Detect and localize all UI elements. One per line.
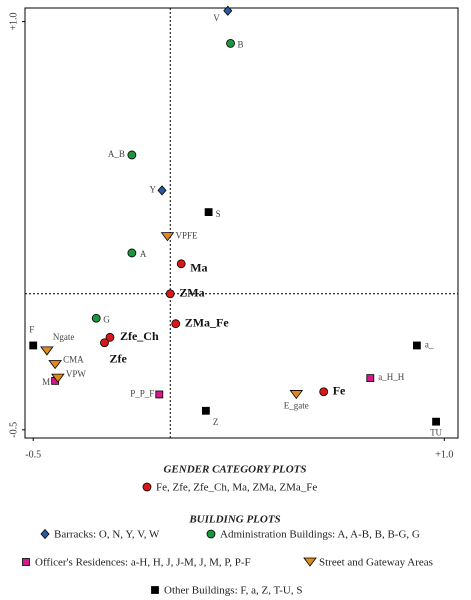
data-point [223,5,233,16]
legend-marker [151,586,159,594]
data-point [165,289,175,299]
legend-heading: GENDER CATEGORY PLOTS [163,464,306,476]
point-label: Zfe_Ch [120,329,159,343]
legend-marker [206,529,216,539]
point-label: Z [213,417,219,427]
data-point [155,390,164,399]
data-point [366,374,375,383]
plot-frame [24,7,459,439]
x-tick-label: -0.5 [25,449,41,460]
data-point [176,259,186,269]
point-label: VPFE [176,231,199,241]
data-point [40,346,54,356]
legend-label: Barracks: O, N, Y, V, W [54,529,160,541]
legend-heading: BUILDING PLOTS [188,514,280,526]
legend-label: Other Buildings: F, a, Z, T-U, S [164,585,302,597]
legend-marker [40,528,50,540]
point-label: M [42,377,50,387]
point-label: Ngate [53,332,75,342]
data-point [432,417,440,426]
point-label: a_ [425,340,434,350]
legend-marker [142,482,152,492]
data-point [204,208,213,217]
data-point [127,150,137,160]
data-point [100,338,109,348]
data-point [157,185,167,196]
data-point [319,387,329,397]
point-label: Y [150,184,157,194]
legend-label: Street and Gateway Areas [319,557,433,569]
point-label: Ma [190,261,207,275]
point-label: F [29,325,34,335]
y-tick-label: +1.0 [8,13,19,31]
point-label: P_P_F [130,389,154,399]
point-label: A [140,249,147,259]
legend-marker [303,557,317,567]
point-label: G [103,314,110,324]
data-point [201,406,210,415]
data-point [127,248,137,258]
data-point [226,38,235,48]
data-point [412,341,421,350]
data-point [29,341,38,350]
legend-label: Administration Buildings: A, A-B, B, B-G… [220,529,420,541]
point-label: a_H_H [378,372,404,382]
data-point [289,390,304,400]
point-label: A_B [108,149,125,159]
point-label: TU [430,428,442,438]
point-label: B [238,39,244,49]
point-label: V [213,13,220,23]
x-tick-label: +1.0 [435,449,453,460]
legend-label: Officer's Residences: a-H, H, J, J-M, J,… [35,557,251,569]
point-label: ZMa [179,286,204,300]
legend-marker [22,558,30,566]
point-label: Fe [333,383,346,397]
point-label: CMA [63,355,84,365]
data-point [48,360,62,370]
data-point [51,373,65,383]
point-label: S [216,209,221,219]
point-label: E_gate [284,401,309,411]
data-point [171,319,181,329]
point-label: ZMa_Fe [185,315,230,329]
data-point [91,313,101,323]
point-label: VPW [66,369,87,379]
legend-label: Fe, Zfe, Zfe_Ch, Ma, ZMa, ZMa_Fe [156,482,317,494]
data-point [160,232,175,242]
point-label: Zfe [109,351,127,365]
data-point [105,332,115,342]
y-tick-label: -0.5 [8,422,19,438]
